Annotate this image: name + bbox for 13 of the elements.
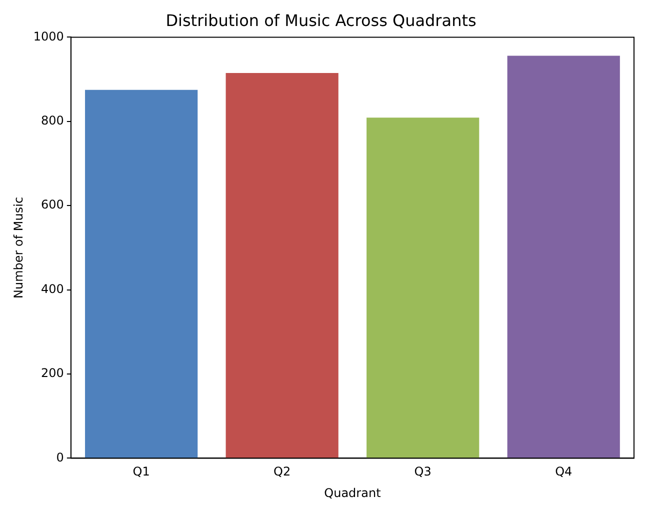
y-tick-label: 400 (41, 282, 64, 296)
chart-title: Distribution of Music Across Quadrants (166, 10, 476, 30)
x-tick-label: Q4 (555, 464, 572, 479)
y-tick-label: 200 (41, 366, 64, 380)
y-axis-title: Number of Music (11, 196, 26, 298)
x-tick-label: Q1 (132, 464, 150, 479)
x-axis-title: Quadrant (324, 486, 382, 500)
y-tick-label: 600 (41, 198, 64, 212)
x-tick-label: Q2 (274, 464, 291, 479)
x-tick-label: Q3 (414, 464, 432, 479)
y-tick-label: 1000 (33, 29, 64, 44)
y-tick-label: 0 (56, 450, 64, 464)
y-tick-label: 800 (41, 114, 64, 128)
